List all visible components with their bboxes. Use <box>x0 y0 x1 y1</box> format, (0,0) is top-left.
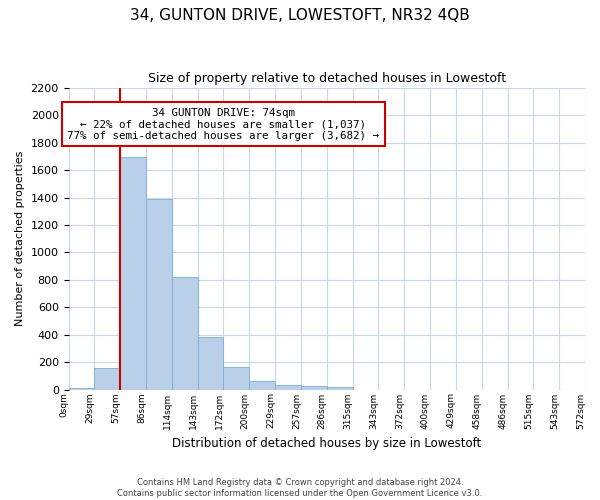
X-axis label: Distribution of detached houses by size in Lowestoft: Distribution of detached houses by size … <box>172 437 481 450</box>
Bar <box>249 380 275 390</box>
Bar <box>146 199 172 390</box>
Bar <box>172 277 197 390</box>
Bar <box>223 367 249 390</box>
Text: Contains HM Land Registry data © Crown copyright and database right 2024.
Contai: Contains HM Land Registry data © Crown c… <box>118 478 482 498</box>
Bar <box>301 386 327 390</box>
Bar <box>120 156 146 390</box>
Bar <box>94 368 120 390</box>
Text: 34 GUNTON DRIVE: 74sqm
← 22% of detached houses are smaller (1,037)
77% of semi-: 34 GUNTON DRIVE: 74sqm ← 22% of detached… <box>67 108 379 141</box>
Bar <box>197 338 223 390</box>
Title: Size of property relative to detached houses in Lowestoft: Size of property relative to detached ho… <box>148 72 506 86</box>
Text: 34, GUNTON DRIVE, LOWESTOFT, NR32 4QB: 34, GUNTON DRIVE, LOWESTOFT, NR32 4QB <box>130 8 470 22</box>
Bar <box>327 388 353 390</box>
Bar <box>275 386 301 390</box>
Y-axis label: Number of detached properties: Number of detached properties <box>15 151 25 326</box>
Bar <box>68 388 94 390</box>
